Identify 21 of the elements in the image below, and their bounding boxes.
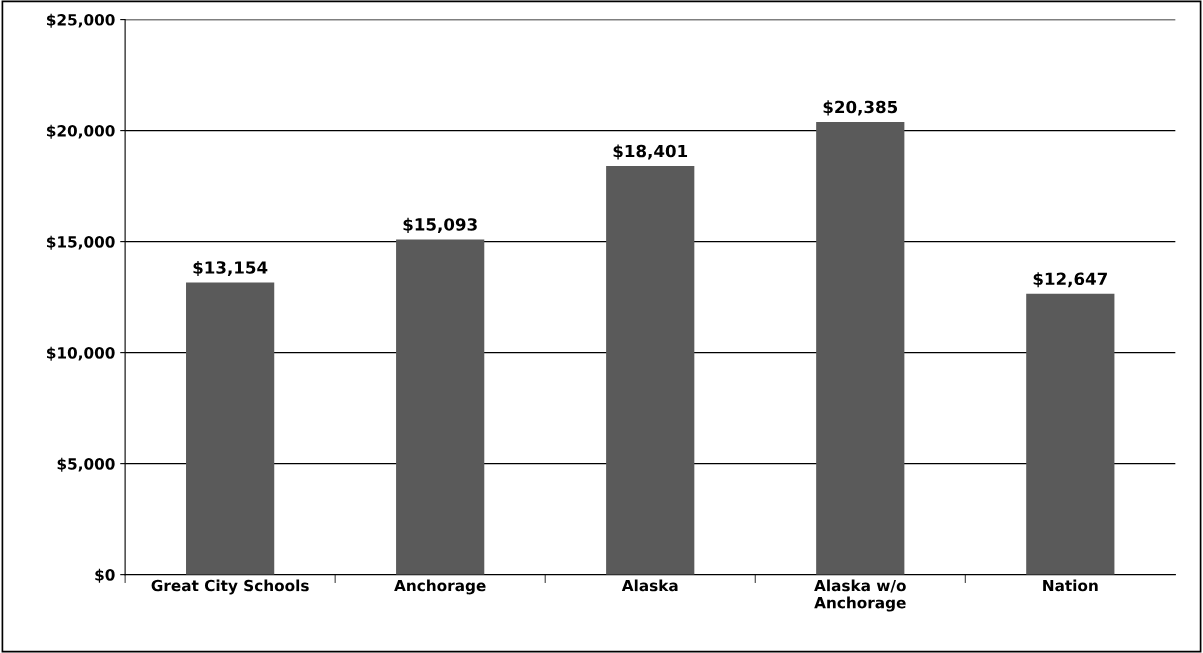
bar — [186, 282, 275, 575]
data-label: $15,093 — [403, 217, 477, 233]
data-label: $13,154 — [193, 260, 268, 277]
data-label: $18,401 — [613, 144, 688, 160]
data-label: $20,385 — [823, 100, 898, 116]
y-tick-label: $10,000 — [47, 346, 115, 361]
x-tick-label: Alaska — [621, 579, 678, 592]
y-tick-label: $25,000 — [47, 13, 115, 28]
x-tick-label: Alaska w/o Anchorage — [814, 579, 906, 612]
bar — [396, 239, 485, 575]
data-label: $12,647 — [1033, 272, 1107, 288]
y-tick-label: $15,000 — [47, 235, 115, 250]
x-tick-label: Great City Schools — [151, 579, 309, 595]
x-tick-label: Nation — [1043, 579, 1098, 592]
bar — [816, 122, 905, 575]
y-tick-label: $20,000 — [47, 124, 115, 139]
bar — [606, 166, 695, 575]
bar — [1026, 293, 1115, 575]
y-tick-label: $0 — [95, 568, 115, 583]
y-tick-label: $5,000 — [57, 457, 115, 472]
x-tick-label: Anchorage — [394, 579, 486, 595]
